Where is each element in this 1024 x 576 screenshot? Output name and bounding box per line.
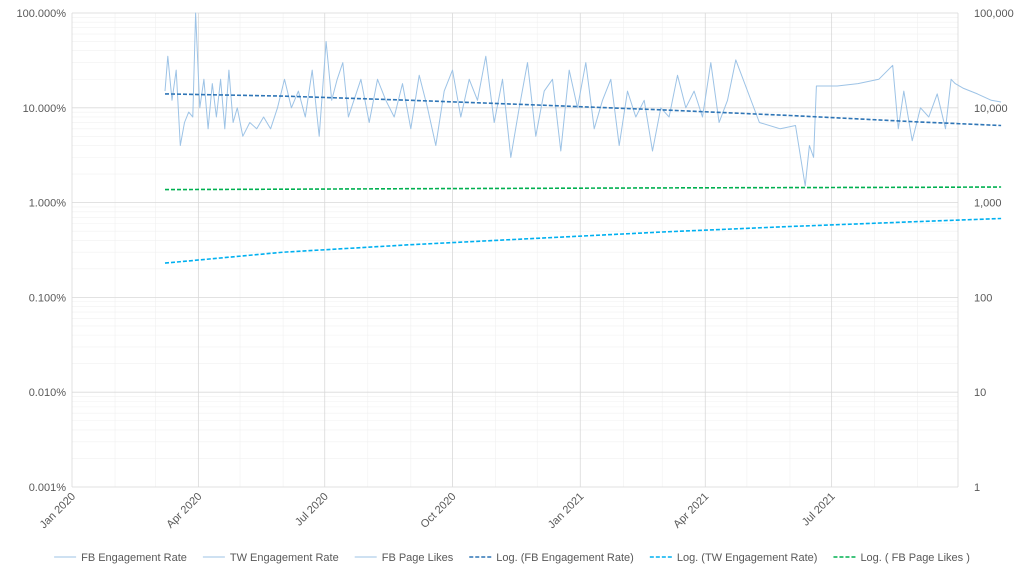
y-right-tick-label: 10,000 xyxy=(974,103,1008,115)
x-axis: Jan 2020 Apr 2020 Jul 2020 Oct 2020 Jan 2021… xyxy=(38,491,838,531)
series-lines xyxy=(164,12,1002,264)
x-tick-label: Jul 2020 xyxy=(293,491,331,529)
y-right-tick-label: 10 xyxy=(974,387,986,399)
y-left-tick-label: 0.010% xyxy=(29,387,67,399)
legend-label: FB Engagement Rate xyxy=(81,552,187,564)
y-left-tick-label: 10.000% xyxy=(23,103,67,115)
x-tick-label: Jan 2020 xyxy=(38,491,78,531)
legend-label: Log. (TW Engagement Rate) xyxy=(677,552,818,564)
y-left-tick-label: 0.100% xyxy=(29,292,67,304)
y-right-tick-label: 100,000 xyxy=(974,8,1014,20)
x-tick-label: Apr 2021 xyxy=(671,491,711,531)
minor-gridlines xyxy=(72,13,958,487)
x-tick-label: Jan 2021 xyxy=(546,491,586,531)
series-line-5 xyxy=(164,186,1002,191)
legend-label: TW Engagement Rate xyxy=(230,552,339,564)
x-tick-label: Jul 2021 xyxy=(800,491,838,529)
legend-label: Log. ( FB Page Likes ) xyxy=(860,552,969,564)
right-axis: 1 10 100 1,000 10,000 100,000 xyxy=(974,8,1014,494)
y-left-tick-label: 0.001% xyxy=(29,482,67,494)
series-line-3 xyxy=(164,93,1002,127)
series-line-4 xyxy=(164,217,1002,264)
y-right-tick-label: 1,000 xyxy=(974,198,1002,210)
legend-label: Log. (FB Engagement Rate) xyxy=(496,552,634,564)
y-left-tick-label: 100.000% xyxy=(16,8,66,20)
y-right-tick-label: 100 xyxy=(974,292,992,304)
x-tick-label: Apr 2020 xyxy=(164,491,204,531)
left-axis: 0.001% 0.010% 0.100% 1.000% 10.000% 100.000% xyxy=(16,8,66,494)
x-tick-label: Oct 2020 xyxy=(419,491,459,531)
major-gridlines xyxy=(71,12,959,488)
series-line-0 xyxy=(164,12,1002,187)
chart-legend: FB Engagement Rate TW Engagement Rate FB P… xyxy=(54,552,970,564)
y-left-tick-label: 1.000% xyxy=(29,198,67,210)
legend-label: FB Page Likes xyxy=(382,552,454,564)
y-right-tick-label: 1 xyxy=(974,482,980,494)
